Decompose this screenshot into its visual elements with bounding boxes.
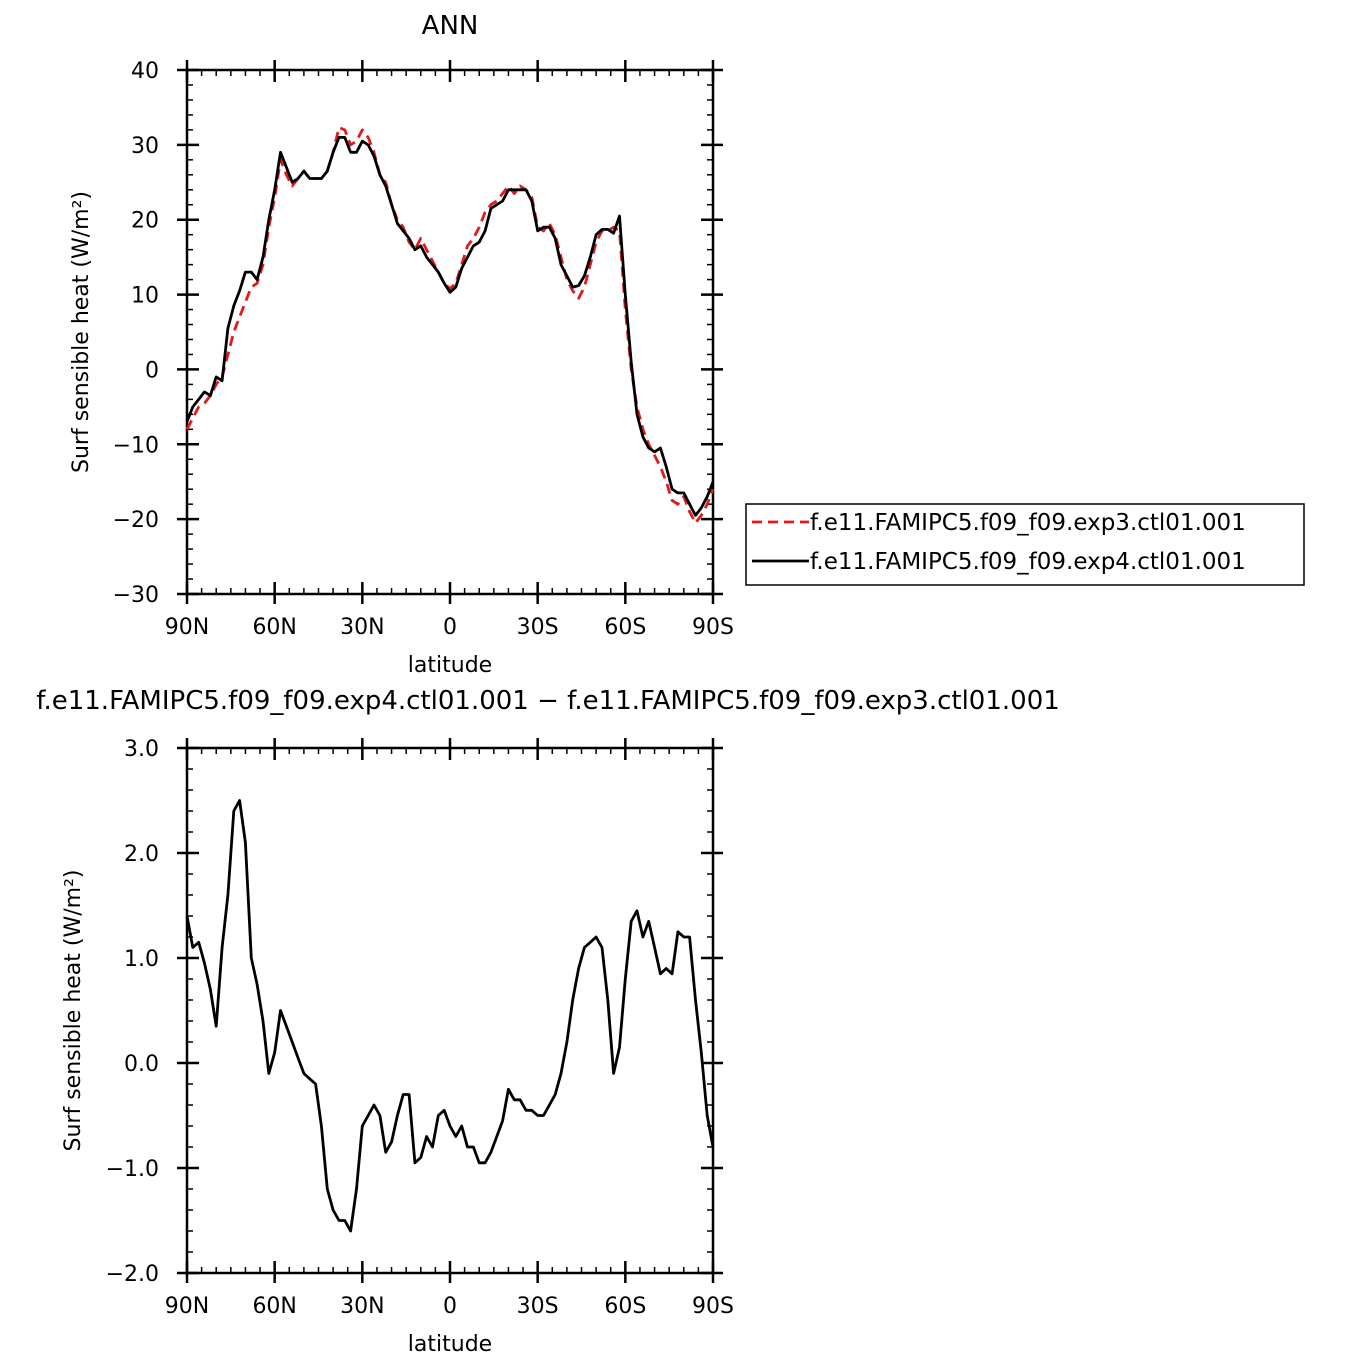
legend-box (745, 503, 1305, 586)
y-axis-label: Surf sensible heat (W/m²) (69, 191, 94, 473)
x-axis-label: latitude (408, 1332, 492, 1357)
x-tick-label: 60N (252, 615, 296, 640)
y-tick-label: 0.0 (124, 1052, 159, 1077)
x-tick-label: 90S (692, 615, 734, 640)
x-axis-ticks: 90N 60N 30N 0 30S 60S 90S (165, 60, 734, 640)
series-group (185, 799, 715, 1233)
y-tick-label: 0 (145, 358, 159, 383)
y-tick-label: −30 (113, 583, 159, 608)
y-tick-label: 1.0 (124, 947, 159, 972)
x-tick-label: 90S (692, 1294, 734, 1319)
x-tick-label: 0 (443, 1294, 457, 1319)
x-axis-ticks: 90N 60N 30N 0 30S 60S 90S (165, 738, 734, 1319)
y-tick-label: 30 (131, 134, 159, 159)
y-tick-label: 20 (131, 209, 159, 234)
x-tick-label: 90N (165, 1294, 209, 1319)
x-tick-label: 30S (517, 1294, 559, 1319)
minor-ticks (186, 747, 714, 1274)
x-tick-label: 30S (517, 615, 559, 640)
series-group (185, 126, 715, 525)
panel-top-chart: ANN 90N 60N 30N 0 30S 60S 90S 40 30 20 10 0 −10 −20 −… (69, 11, 1305, 678)
x-tick-label: 30N (340, 1294, 384, 1319)
y-tick-label: 3.0 (124, 737, 159, 762)
x-tick-label: 60N (252, 1294, 296, 1319)
legend-label-2: f.e11.FAMIPC5.f09_f09.exp4.ctl01.001 (810, 549, 1246, 575)
x-tick-label: 90N (165, 615, 209, 640)
difference-chart-title: f.e11.FAMIPC5.f09_f09.exp4.ctl01.001 − f… (36, 686, 1060, 716)
minor-ticks (186, 69, 714, 595)
y-tick-label: 40 (131, 59, 159, 84)
chart-title: ANN (422, 11, 479, 41)
legend: f.e11.FAMIPC5.f09_f09.exp3.ctl01.001 f.e1… (745, 503, 1305, 586)
y-tick-label: −2.0 (106, 1262, 159, 1287)
y-tick-label: −20 (113, 508, 159, 533)
y-tick-label: −10 (113, 433, 159, 458)
plot-frame (185, 68, 715, 596)
series-line-1 (185, 126, 715, 525)
x-tick-label: 30N (340, 615, 384, 640)
panel-bottom-chart: f.e11.FAMIPC5.f09_f09.exp4.ctl01.001 − f… (36, 686, 1060, 1357)
y-tick-label: 10 (131, 284, 159, 309)
series-line-2 (185, 135, 715, 517)
plot-frame (185, 746, 715, 1275)
y-axis-label: Surf sensible heat (W/m²) (61, 870, 86, 1152)
x-tick-label: 60S (604, 615, 646, 640)
y-axis-ticks: 40 30 20 10 0 −10 −20 −30 (113, 59, 723, 608)
y-axis-ticks: 3.0 2.0 1.0 0.0 −1.0 −2.0 (106, 737, 723, 1287)
series-line-1 (185, 799, 715, 1233)
x-tick-label: 0 (443, 615, 457, 640)
legend-label-1: f.e11.FAMIPC5.f09_f09.exp3.ctl01.001 (810, 510, 1246, 536)
x-axis-label: latitude (408, 653, 492, 678)
x-tick-label: 60S (604, 1294, 646, 1319)
y-tick-label: 2.0 (124, 842, 159, 867)
y-tick-label: −1.0 (106, 1157, 159, 1182)
